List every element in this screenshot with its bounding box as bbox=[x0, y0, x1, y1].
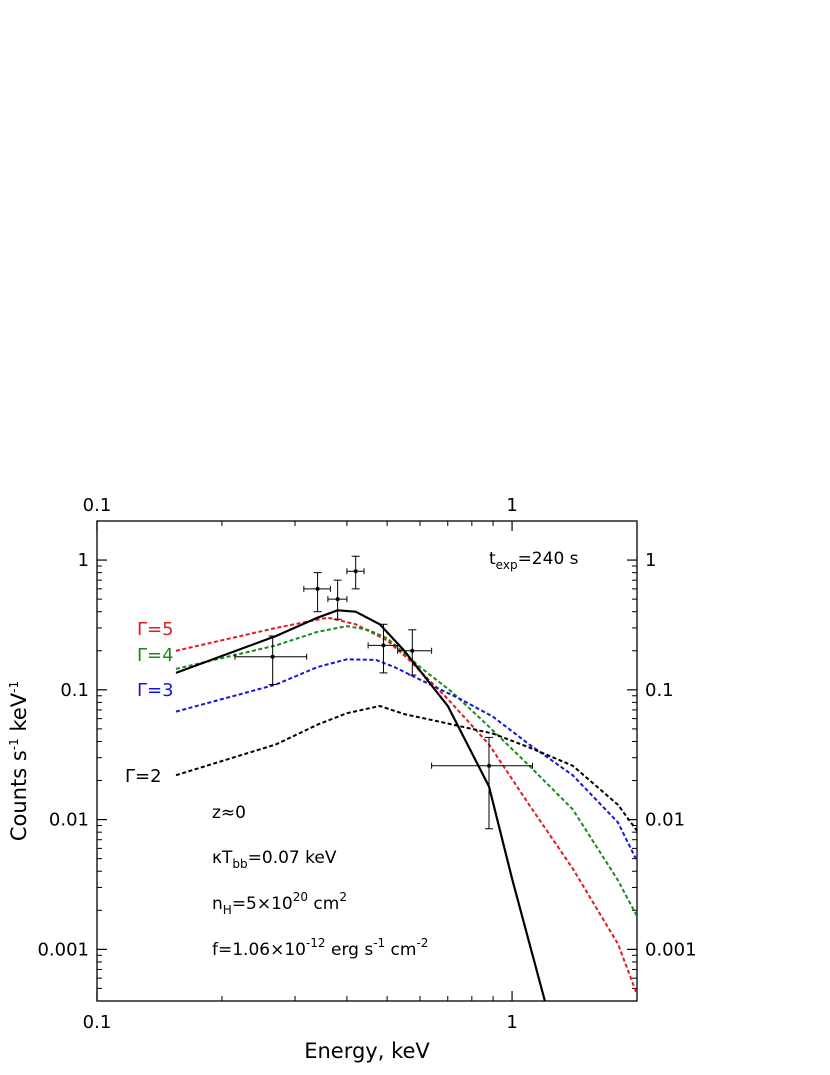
plot-frame bbox=[96, 520, 638, 1002]
y-tick-label-right: 1 bbox=[645, 550, 656, 571]
series-label-gamma3: Γ=3 bbox=[137, 680, 174, 701]
data-point bbox=[431, 736, 533, 830]
axis-ticks: 0.1 0.1 1 1 0.001 0.001 0.01 0.01 0.1 0.1 1 1 bbox=[37, 495, 696, 1033]
data-point bbox=[346, 555, 365, 590]
y-axis-label-counts: Counts s bbox=[7, 750, 31, 841]
y-tick-label-left: 0.001 bbox=[37, 939, 89, 960]
y-axis-label-sup2: -1 bbox=[7, 681, 21, 693]
data-point bbox=[397, 629, 433, 676]
data-point bbox=[367, 623, 399, 674]
y-axis-label: Counts s-1 keV-1 bbox=[7, 681, 31, 841]
y-tick-label-left: 0.1 bbox=[60, 680, 89, 701]
y-tick-label-right: 0.1 bbox=[645, 680, 674, 701]
y-axis-label-kev: keV bbox=[7, 692, 31, 738]
data-point-marker bbox=[410, 648, 415, 653]
series-label-gamma5: Γ=5 bbox=[137, 619, 174, 640]
data-point-marker bbox=[487, 763, 492, 768]
data-point bbox=[303, 572, 331, 613]
series-line-gamma-3 bbox=[175, 658, 637, 862]
data-point-marker bbox=[381, 643, 386, 648]
x-axis-label: Energy, keV bbox=[304, 1039, 430, 1063]
data-points-layer bbox=[234, 555, 533, 830]
x-tick-label-top: 0.1 bbox=[83, 495, 112, 516]
y-axis-label-sup1: -1 bbox=[7, 738, 21, 750]
y-tick-label-right: 0.001 bbox=[645, 939, 697, 960]
x-tick-label-bottom: 1 bbox=[506, 1012, 517, 1033]
series-line-gamma-2 bbox=[175, 705, 637, 832]
data-point-marker bbox=[315, 586, 320, 591]
data-point-marker bbox=[353, 569, 358, 574]
data-point-marker bbox=[270, 654, 275, 659]
series-layer bbox=[175, 609, 637, 1001]
annotation-exposure: texp=240 s bbox=[489, 549, 579, 572]
data-point-marker bbox=[335, 597, 340, 602]
y-tick-label-right: 0.01 bbox=[645, 810, 685, 831]
data-point bbox=[327, 579, 348, 620]
series-line-gamma-4 bbox=[175, 625, 637, 917]
annotation-flux: f=1.06×10-12 erg s-1 cm-2 bbox=[212, 936, 428, 960]
series-line-gamma-5 bbox=[175, 616, 637, 995]
y-tick-label-left: 1 bbox=[78, 550, 89, 571]
series-label-gamma4: Γ=4 bbox=[137, 645, 174, 666]
annotation-temperature: κTbb=0.07 keV bbox=[212, 848, 337, 871]
series-label-gamma2: Γ=2 bbox=[125, 766, 162, 787]
annotation-redshift: z≈0 bbox=[212, 803, 246, 823]
data-point bbox=[234, 635, 308, 685]
x-tick-label-top: 1 bbox=[506, 495, 517, 516]
y-tick-label-left: 0.01 bbox=[49, 810, 89, 831]
x-tick-label-bottom: 0.1 bbox=[83, 1012, 112, 1033]
annotation-column-density: nH=5×1020 cm2 bbox=[212, 890, 347, 917]
